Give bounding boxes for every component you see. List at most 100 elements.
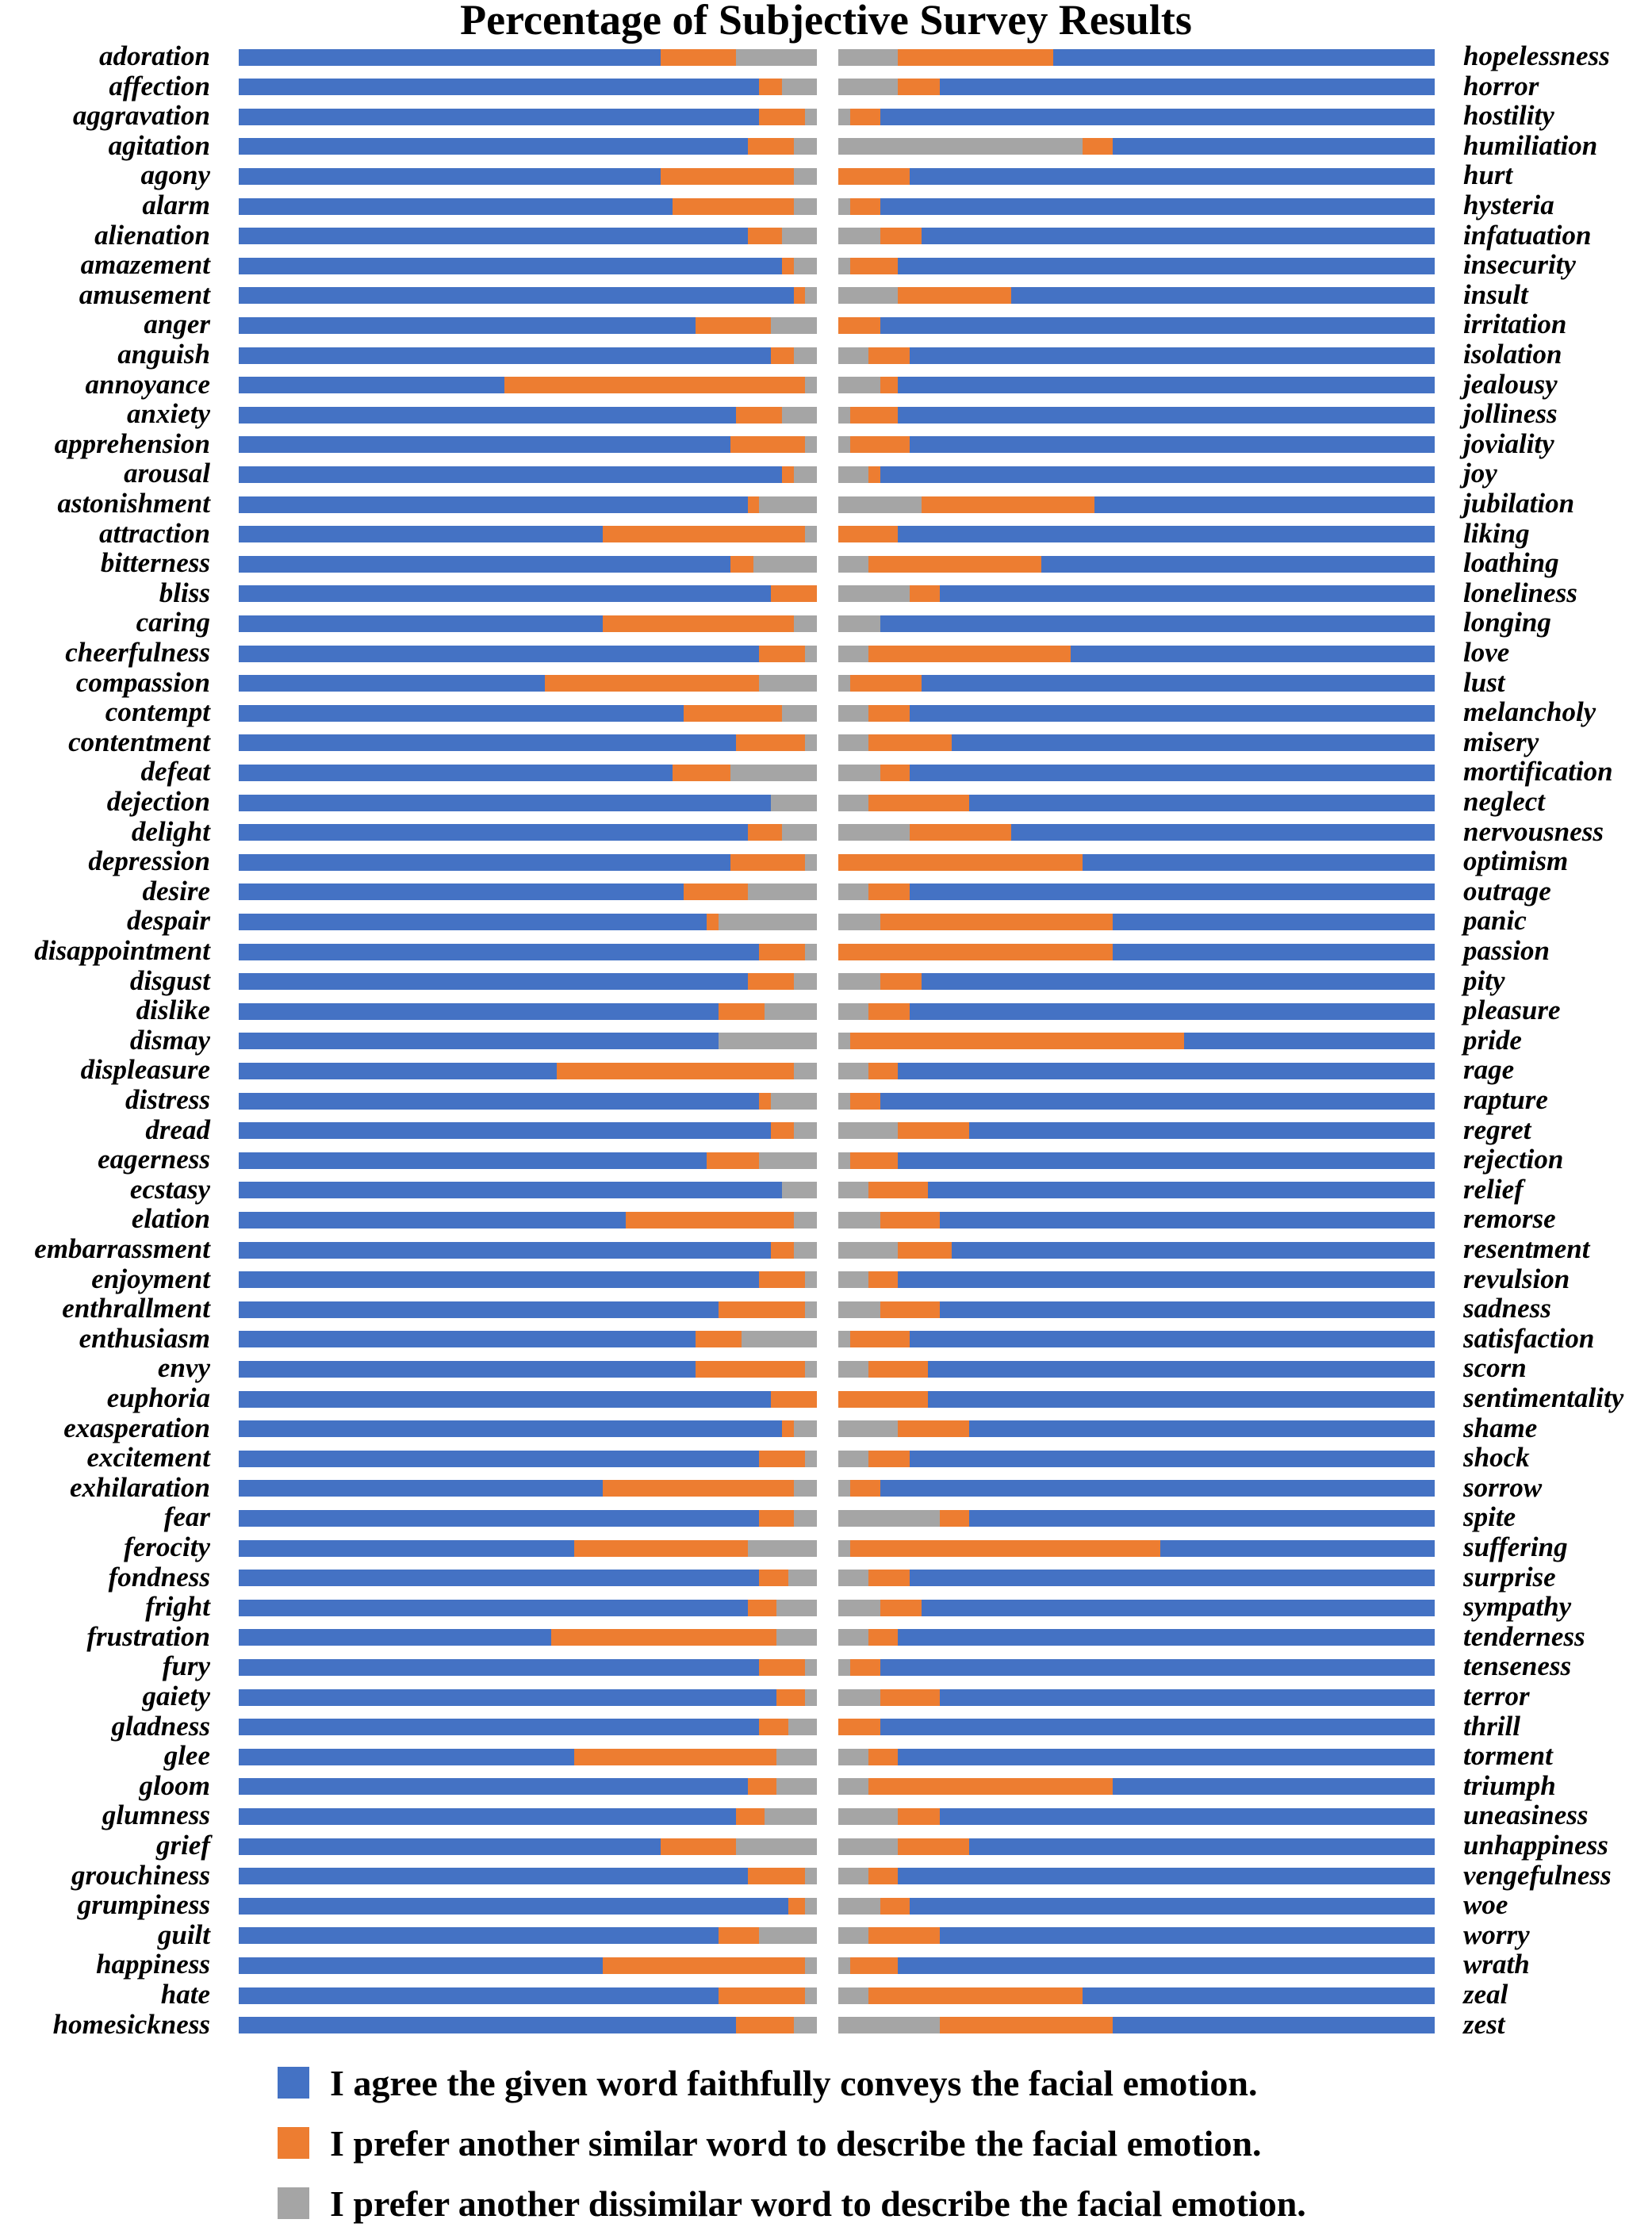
bar-segment-agree (951, 734, 1435, 752)
bar-segment-agree (898, 1271, 1435, 1289)
bar-segment-agree (239, 645, 760, 662)
category-label: rejection (1463, 1144, 1564, 1175)
bar-segment-similar (573, 1539, 748, 1557)
bar-segment-dissimilar (838, 884, 868, 901)
category-label: passion (1463, 935, 1550, 966)
bar-segment-agree (239, 466, 783, 483)
category-label: delight (131, 815, 210, 847)
bar-segment-agree (239, 1033, 719, 1050)
bar-segment-dissimilar (793, 973, 817, 991)
bar-segment-agree (239, 1450, 760, 1467)
category-label: depression (88, 845, 210, 877)
bar-segment-dissimilar (793, 615, 817, 632)
category-label: grief (155, 1830, 210, 1861)
bar-segment-dissimilar (782, 79, 817, 96)
bar-segment-similar (672, 764, 730, 781)
category-label: grouchiness (71, 1859, 210, 1891)
bar-segment-similar (868, 645, 1071, 662)
category-label: glee (163, 1740, 210, 1772)
bar-segment-dissimilar (770, 1092, 817, 1110)
bar-segment-similar (747, 1868, 806, 1885)
bar-segment-similar (910, 824, 1012, 841)
bar-segment-dissimilar (838, 2017, 940, 2034)
bar-segment-agree (239, 555, 730, 573)
bar-segment-dissimilar (838, 347, 868, 364)
bar-segment-similar (759, 943, 806, 960)
category-label: unhappiness (1463, 1830, 1608, 1861)
bar-segment-similar (759, 108, 806, 125)
bar-segment-dissimilar (805, 1360, 817, 1378)
bar-segment-agree (239, 1122, 771, 1140)
category-label: alienation (94, 219, 210, 251)
bar-segment-agree (969, 794, 1435, 811)
bar-segment-dissimilar (838, 1778, 868, 1796)
bar-segment-dissimilar (793, 138, 817, 155)
bar-segment-similar (868, 1748, 899, 1765)
bar-segment-agree (880, 466, 1435, 483)
bar-segment-dissimilar (805, 645, 817, 662)
legend-label: I prefer another dissimilar word to desc… (330, 2183, 1306, 2224)
category-label: thrill (1463, 1710, 1520, 1742)
bar-segment-agree (1160, 1539, 1435, 1557)
bar-segment-agree (239, 1539, 574, 1557)
category-label: gaiety (142, 1681, 210, 1711)
bar-segment-similar (850, 1539, 1161, 1557)
bar-segment-agree (239, 1241, 771, 1259)
bar-segment-similar (550, 1629, 776, 1646)
bar-segment-dissimilar (838, 1002, 868, 1020)
bar-segment-dissimilar (838, 496, 922, 513)
category-label: hurt (1463, 159, 1513, 191)
category-label: attraction (98, 517, 210, 549)
bar-segment-agree (239, 1658, 760, 1676)
bar-segment-dissimilar (747, 1539, 817, 1557)
bar-segment-agree (239, 1509, 760, 1527)
bar-segment-dissimilar (776, 1629, 817, 1646)
bar-segment-agree (239, 48, 661, 66)
bar-segment-dissimilar (805, 526, 817, 543)
category-label: tenderness (1463, 1620, 1585, 1652)
bar-segment-agree (910, 1002, 1435, 1020)
bar-segment-agree (939, 585, 1435, 603)
bar-segment-similar (759, 1719, 788, 1736)
bar-segment-dissimilar (805, 1301, 817, 1318)
bar-segment-agree (922, 973, 1435, 991)
category-label: amazement (80, 249, 210, 281)
bar-segment-similar (850, 1092, 880, 1110)
bar-segment-dissimilar (838, 555, 868, 573)
bar-segment-similar (922, 496, 1095, 513)
bar-segment-agree (939, 1807, 1435, 1825)
category-label: triumph (1463, 1769, 1556, 1801)
bar-segment-dissimilar (719, 1033, 817, 1050)
bar-segment-similar (672, 197, 794, 215)
bar-segment-agree (880, 1092, 1435, 1110)
bar-segment-dissimilar (838, 1182, 868, 1199)
bar-segment-agree (1071, 645, 1435, 662)
category-label: desire (142, 875, 210, 907)
bar-segment-agree (1112, 2017, 1435, 2034)
bar-segment-agree (880, 1719, 1435, 1736)
bar-segment-similar (868, 734, 952, 752)
bar-segment-agree (239, 1182, 783, 1199)
category-label: spite (1463, 1501, 1516, 1533)
bar-segment-similar (759, 645, 806, 662)
bar-segment-dissimilar (838, 1957, 851, 1974)
category-label: melancholy (1463, 696, 1596, 728)
bar-segment-dissimilar (838, 1301, 880, 1318)
bar-segment-similar (735, 734, 806, 752)
category-label: scorn (1463, 1352, 1527, 1384)
bar-segment-similar (747, 138, 794, 155)
bar-segment-similar (868, 1062, 899, 1079)
bar-segment-similar (880, 228, 922, 245)
bar-segment-dissimilar (805, 1688, 817, 1706)
bar-segment-similar (770, 1390, 817, 1408)
bar-segment-dissimilar (719, 913, 817, 930)
legend-swatch (278, 2127, 309, 2159)
bar-segment-agree (910, 347, 1435, 364)
bar-segment-similar (898, 1807, 940, 1825)
bar-segment-dissimilar (838, 675, 851, 692)
bar-segment-dissimilar (793, 1420, 817, 1438)
bar-segment-similar (573, 1748, 776, 1765)
bar-segment-agree (239, 1868, 748, 1885)
bar-segment-dissimilar (838, 197, 851, 215)
category-label: euphoria (106, 1382, 210, 1413)
